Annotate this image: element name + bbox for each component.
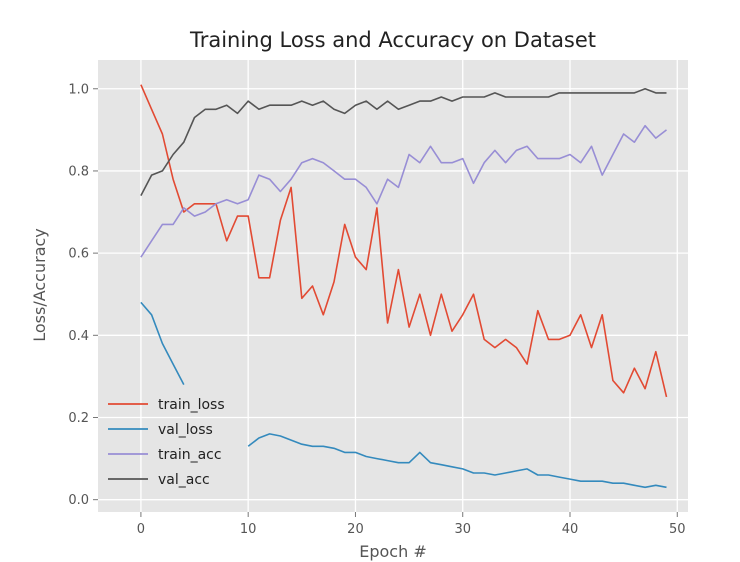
y-tick-label: 0.6 [68, 247, 89, 262]
y-tick-label: 0.8 [68, 164, 89, 179]
legend: train_loss val_loss train_acc val_acc [108, 397, 225, 488]
legend-label-train-loss: train_loss [158, 397, 225, 413]
x-tick-label: 50 [669, 522, 686, 537]
legend-label-val-acc: val_acc [158, 472, 210, 488]
legend-label-train-acc: train_acc [158, 447, 222, 463]
y-tick-label: 1.0 [68, 82, 89, 97]
grid-lines [98, 60, 688, 512]
series-line-val-loss [140, 301, 667, 489]
legend-label-val-loss: val_loss [158, 422, 213, 438]
chart-title: Training Loss and Accuracy on Dataset [189, 28, 596, 52]
y-tick-label: 0.2 [68, 411, 89, 426]
y-axis-label: Loss/Accuracy [30, 228, 49, 342]
x-tick-label: 0 [137, 522, 145, 537]
y-tick-label: 0.0 [68, 493, 89, 508]
plot-area [98, 60, 688, 512]
series-line-train-acc [140, 124, 667, 258]
x-tick-label: 20 [347, 522, 364, 537]
y-tick-label: 0.4 [68, 329, 89, 344]
axes: 0 10 20 30 40 50 0.0 0.2 0.4 0.6 0.8 1.0 [68, 82, 685, 537]
x-tick-label: 10 [240, 522, 257, 537]
series-lines [140, 84, 668, 489]
x-axis-label: Epoch # [359, 542, 426, 561]
x-tick-label: 30 [454, 522, 471, 537]
series-line-train-loss [140, 84, 668, 398]
x-tick-label: 40 [562, 522, 579, 537]
series-line-val-acc [140, 88, 667, 196]
